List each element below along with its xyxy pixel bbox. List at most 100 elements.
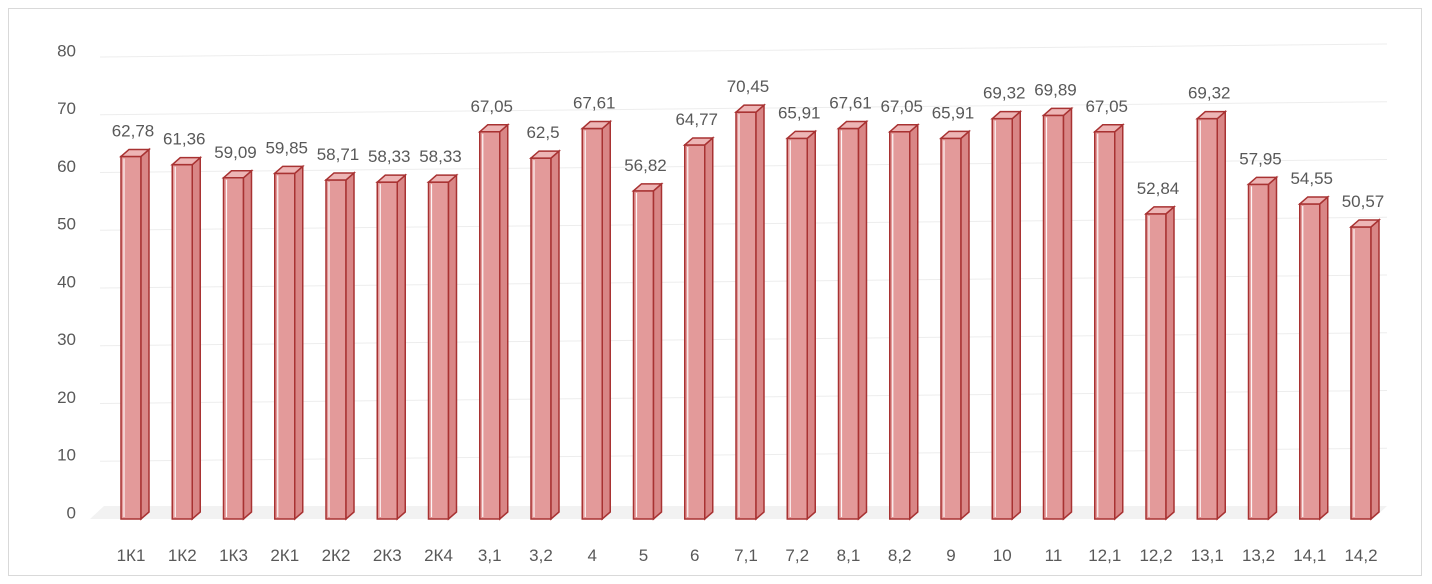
x-tick-label: 9 xyxy=(946,546,955,565)
data-label: 67,61 xyxy=(573,94,616,113)
x-tick-label: 2К1 xyxy=(270,546,299,565)
bar-top xyxy=(580,120,613,130)
x-tick-label: 14,2 xyxy=(1344,546,1377,565)
bar-top xyxy=(836,120,869,130)
bar-top xyxy=(734,104,766,113)
data-label: 67,05 xyxy=(1085,97,1128,116)
data-label: 56,82 xyxy=(624,156,667,175)
bar-side xyxy=(857,119,868,521)
bar xyxy=(887,123,920,521)
x-tick-label: 8,1 xyxy=(837,546,861,565)
bar-top xyxy=(119,148,151,158)
x-tick-label: 3,1 xyxy=(478,546,502,565)
data-label: 69,32 xyxy=(1188,84,1231,103)
bar-top xyxy=(1246,176,1279,186)
data-label: 59,09 xyxy=(214,143,257,162)
bar xyxy=(990,110,1023,521)
bar-side xyxy=(960,129,970,521)
bar xyxy=(529,149,561,521)
bar xyxy=(375,173,408,521)
x-tick-label: 3,2 xyxy=(529,546,553,565)
bar xyxy=(426,173,459,521)
data-label: 69,32 xyxy=(983,84,1026,103)
data-label: 70,45 xyxy=(727,77,770,96)
bar-side xyxy=(652,182,663,521)
x-tick-label: 1К2 xyxy=(168,546,197,565)
x-tick-label: 6 xyxy=(690,546,699,565)
gridline xyxy=(99,43,1388,58)
x-tick-label: 2К4 xyxy=(424,546,453,565)
bar xyxy=(580,119,613,521)
bar-side xyxy=(345,171,355,521)
bar xyxy=(1144,205,1176,521)
data-label: 52,84 xyxy=(1137,179,1180,198)
x-tick-label: 7,2 xyxy=(785,546,809,565)
bar-side xyxy=(601,119,611,521)
bar xyxy=(170,155,203,521)
data-label: 64,77 xyxy=(675,110,718,129)
data-label: 57,95 xyxy=(1239,149,1282,168)
y-tick-label: 70 xyxy=(57,99,76,118)
bar-side xyxy=(140,147,150,521)
x-tick-label: 2К3 xyxy=(373,546,402,565)
bar-side xyxy=(1165,205,1175,521)
bar-top xyxy=(324,172,356,181)
bar-top xyxy=(990,110,1023,120)
x-tick-label: 5 xyxy=(639,546,648,565)
data-label: 67,61 xyxy=(829,94,872,113)
bar xyxy=(477,123,510,521)
x-tick-label: 7,1 xyxy=(734,546,758,565)
data-label: 62,78 xyxy=(112,121,155,140)
bar-top xyxy=(939,130,971,140)
bar xyxy=(1092,123,1125,521)
bar xyxy=(119,147,151,521)
data-label: 58,33 xyxy=(419,147,462,166)
bar-side xyxy=(242,169,253,521)
bar xyxy=(836,119,869,521)
data-label: 65,91 xyxy=(778,103,821,122)
data-label: 61,36 xyxy=(163,130,206,149)
data-label: 58,71 xyxy=(317,145,360,164)
x-axis-ticks: 1К1 1К2 1К3 2К1 2К2 2К3 2К4 3,1 3,2 4 5 6 7,1 7,2 8,1 8… xyxy=(117,546,1378,565)
x-tick-label: 1К1 xyxy=(117,546,146,565)
bar xyxy=(1297,195,1330,521)
bar xyxy=(1041,106,1074,521)
y-tick-label: 80 xyxy=(57,41,76,60)
bar-top xyxy=(477,124,510,133)
y-tick-label: 30 xyxy=(57,330,76,349)
y-tick-label: 0 xyxy=(67,503,76,522)
y-tick-label: 50 xyxy=(57,215,76,234)
bar xyxy=(939,129,971,521)
data-label: 65,91 xyxy=(932,103,975,122)
bar xyxy=(324,171,356,521)
x-tick-label: 13,2 xyxy=(1242,546,1275,565)
bar xyxy=(785,129,818,521)
bar-top xyxy=(1144,206,1176,215)
bar-side xyxy=(499,123,509,521)
bar xyxy=(682,136,715,521)
bar-side xyxy=(1267,175,1278,521)
bar xyxy=(734,103,766,521)
bar-top xyxy=(170,156,203,166)
bar xyxy=(1246,175,1279,521)
bar-top xyxy=(221,170,254,179)
bar-side xyxy=(294,164,304,521)
bar-top xyxy=(631,183,664,192)
data-label: 50,57 xyxy=(1342,192,1385,211)
bar-top xyxy=(375,174,408,183)
bars xyxy=(119,103,1381,521)
bar-top xyxy=(887,124,920,133)
data-label: 67,05 xyxy=(470,97,513,116)
bar-side xyxy=(1319,195,1329,521)
x-tick-label: 14,1 xyxy=(1293,546,1326,565)
bar-side xyxy=(1370,218,1380,521)
x-tick-label: 12,1 xyxy=(1088,546,1121,565)
bar-top xyxy=(1349,219,1381,228)
bar-side xyxy=(909,123,919,521)
bar-side xyxy=(191,155,201,521)
bar-top xyxy=(1092,124,1125,133)
bar xyxy=(1195,110,1228,521)
bar-side xyxy=(550,149,560,521)
x-tick-label: 11 xyxy=(1045,546,1063,565)
x-tick-label: 2К2 xyxy=(322,546,351,565)
